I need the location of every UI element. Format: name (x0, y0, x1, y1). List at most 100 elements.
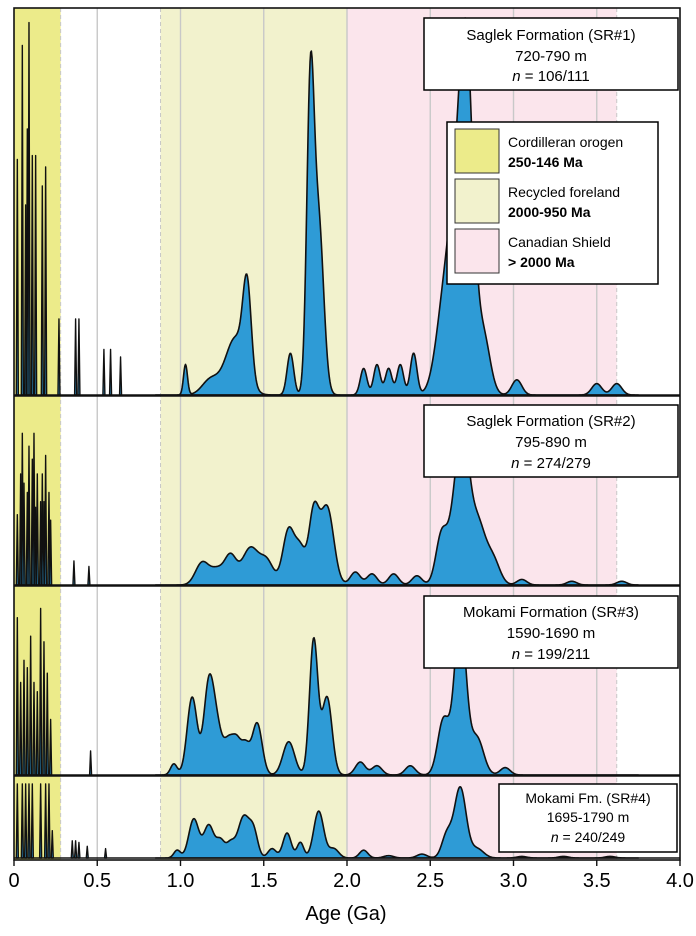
n-value: = 240/249 (563, 829, 626, 845)
age-spike (48, 519, 53, 586)
age-spike (15, 514, 20, 586)
tick-label: 3.0 (500, 870, 528, 892)
age-spike (23, 783, 28, 859)
age-spike (40, 185, 45, 396)
panel-label-sr4: Mokami Fm. (SR#4) 1695-1790 m n = 240/24… (498, 783, 678, 853)
tick-label: 3.5 (583, 870, 611, 892)
age-spike (27, 21, 31, 396)
n-symbol: n (511, 455, 519, 472)
age-spike (32, 681, 36, 776)
age-spike (85, 845, 89, 859)
age-spike (43, 454, 48, 586)
age-spike (20, 44, 25, 396)
legend-range-shield: > 2000 Ma (508, 254, 575, 270)
age-spike (38, 607, 43, 776)
age-spike (15, 783, 20, 859)
panel-label-sr1: Saglek Formation (SR#1) 720-790 m n = 10… (423, 17, 679, 91)
age-spike (43, 166, 48, 396)
panel-title: Saglek Formation (SR#1) (466, 27, 635, 44)
legend-range-recycled: 2000-950 Ma (508, 204, 591, 220)
age-spike (27, 445, 31, 586)
age-spike (15, 617, 20, 776)
panel-n: n = 106/111 (512, 68, 589, 85)
age-spike (70, 840, 74, 859)
age-spike (87, 565, 91, 586)
kde-panels (14, 17, 680, 859)
age-spike (30, 154, 35, 396)
age-spike (48, 718, 53, 776)
panel-depth: 795-890 m (515, 434, 587, 451)
panel-label-box (498, 783, 678, 853)
legend-label-recycled: Recycled foreland (508, 184, 620, 200)
tick-label: 0.5 (83, 870, 111, 892)
age-spike (20, 783, 25, 859)
age-spike (15, 158, 20, 396)
n-value: = 274/279 (524, 455, 591, 472)
n-symbol: n (512, 68, 520, 85)
panel-depth: 720-790 m (515, 48, 587, 65)
age-spike (38, 783, 43, 859)
age-spike (77, 841, 81, 859)
tick-label: 1.0 (167, 870, 195, 892)
n-symbol: n (512, 646, 520, 663)
panel-label-box (423, 17, 679, 91)
x-axis-ticks: 0 0.5 1.0 1.5 2.0 2.5 3.0 3.5 4.0 (8, 860, 694, 892)
tick-label: 4.0 (666, 870, 694, 892)
age-spike (30, 783, 35, 859)
panel-depth: 1590-1690 m (507, 625, 595, 642)
legend-label-cordilleran: Cordilleran orogen (508, 134, 623, 150)
age-spike (108, 348, 113, 396)
panel-1 (14, 17, 680, 396)
age-spike (42, 641, 46, 776)
age-spike (88, 750, 93, 776)
tick-label: 2.0 (333, 870, 361, 892)
legend-swatch-cordilleran (454, 128, 500, 174)
panel-4 (14, 783, 680, 859)
panel-title: Mokami Fm. (SR#4) (525, 790, 650, 806)
age-spike (43, 783, 48, 859)
panel-n: n = 274/279 (511, 455, 591, 472)
n-value: = 106/111 (525, 68, 590, 85)
tick-label: 0 (8, 870, 19, 892)
legend-range-cordilleran: 250-146 Ma (508, 154, 583, 170)
panel-label-box (423, 595, 679, 669)
age-spike (33, 154, 38, 396)
tick-label: 1.5 (250, 870, 278, 892)
age-spike (50, 830, 54, 859)
panel-label-sr3: Mokami Formation (SR#3) 1590-1690 m n = … (423, 595, 679, 669)
age-spike (102, 348, 106, 396)
legend-swatch-recycled (454, 178, 500, 224)
panel-title: Saglek Formation (SR#2) (466, 413, 635, 430)
age-spike (57, 318, 61, 396)
age-spike (28, 635, 33, 776)
n-symbol: n (551, 829, 559, 845)
age-spike (45, 672, 49, 776)
panel-label-box (423, 404, 679, 478)
age-spike (35, 473, 40, 586)
age-spike (35, 691, 40, 776)
n-value: = 199/211 (524, 646, 590, 663)
panel-title: Mokami Formation (SR#3) (463, 604, 639, 621)
age-spike (72, 560, 76, 586)
age-spike (27, 783, 31, 859)
panel-n: n = 240/249 (551, 829, 626, 845)
age-spike (22, 659, 26, 776)
tick-label: 2.5 (416, 870, 444, 892)
panel-2 (14, 426, 680, 586)
age-spike (18, 681, 23, 776)
panel-depth: 1695-1790 m (547, 809, 630, 825)
age-spike (118, 356, 123, 396)
panel-n: n = 199/211 (512, 646, 591, 663)
legend: Cordilleran orogen 250-146 Ma Recycled f… (446, 121, 659, 285)
age-spike (77, 318, 81, 396)
legend-swatch-shield (454, 228, 500, 274)
age-spike (22, 482, 26, 586)
age-spike (103, 847, 108, 859)
age-spike (25, 667, 30, 776)
x-axis-label: Age (Ga) (305, 903, 386, 925)
age-spike (73, 318, 78, 396)
panel-label-sr2: Saglek Formation (SR#2) 795-890 m n = 27… (423, 404, 679, 478)
age-spike (47, 783, 51, 859)
